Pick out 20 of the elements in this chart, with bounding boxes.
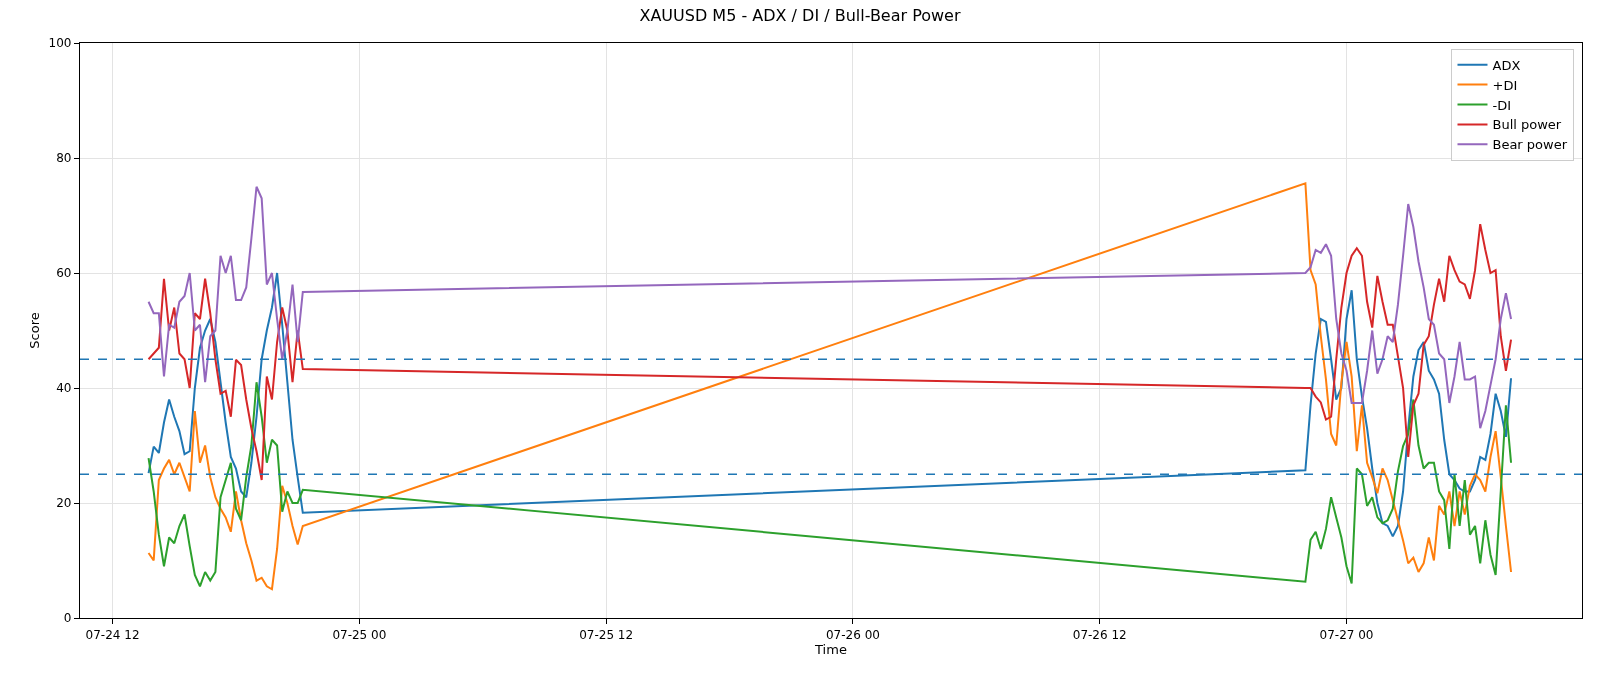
y-axis-title: Score xyxy=(26,312,42,349)
chart-title: XAUUSD M5 - ADX / DI / Bull-Bear Power xyxy=(639,6,961,26)
x-tick-label: 07-26 12 xyxy=(1072,627,1127,642)
y-tick-label: 20 xyxy=(56,496,72,511)
x-tick-label: 07-24 12 xyxy=(85,627,140,642)
legend-label: +DI xyxy=(1492,77,1518,93)
x-tick-label: 07-25 12 xyxy=(579,627,634,642)
x-axis-title: Time xyxy=(814,642,847,658)
legend-label: ADX xyxy=(1492,57,1521,73)
y-tick-label: 0 xyxy=(63,611,72,626)
y-tick-label: 100 xyxy=(48,36,72,51)
legend-label: Bull power xyxy=(1492,117,1562,133)
legend-label: Bear power xyxy=(1492,137,1568,153)
y-tick-label: 60 xyxy=(56,266,72,281)
x-tick-label: 07-25 00 xyxy=(332,627,387,642)
y-tick-label: 40 xyxy=(56,381,72,396)
x-tick-label: 07-27 00 xyxy=(1319,627,1374,642)
legend-label: -DI xyxy=(1492,97,1512,113)
y-tick-label: 80 xyxy=(56,151,72,166)
x-tick-label: 07-26 00 xyxy=(825,627,880,642)
